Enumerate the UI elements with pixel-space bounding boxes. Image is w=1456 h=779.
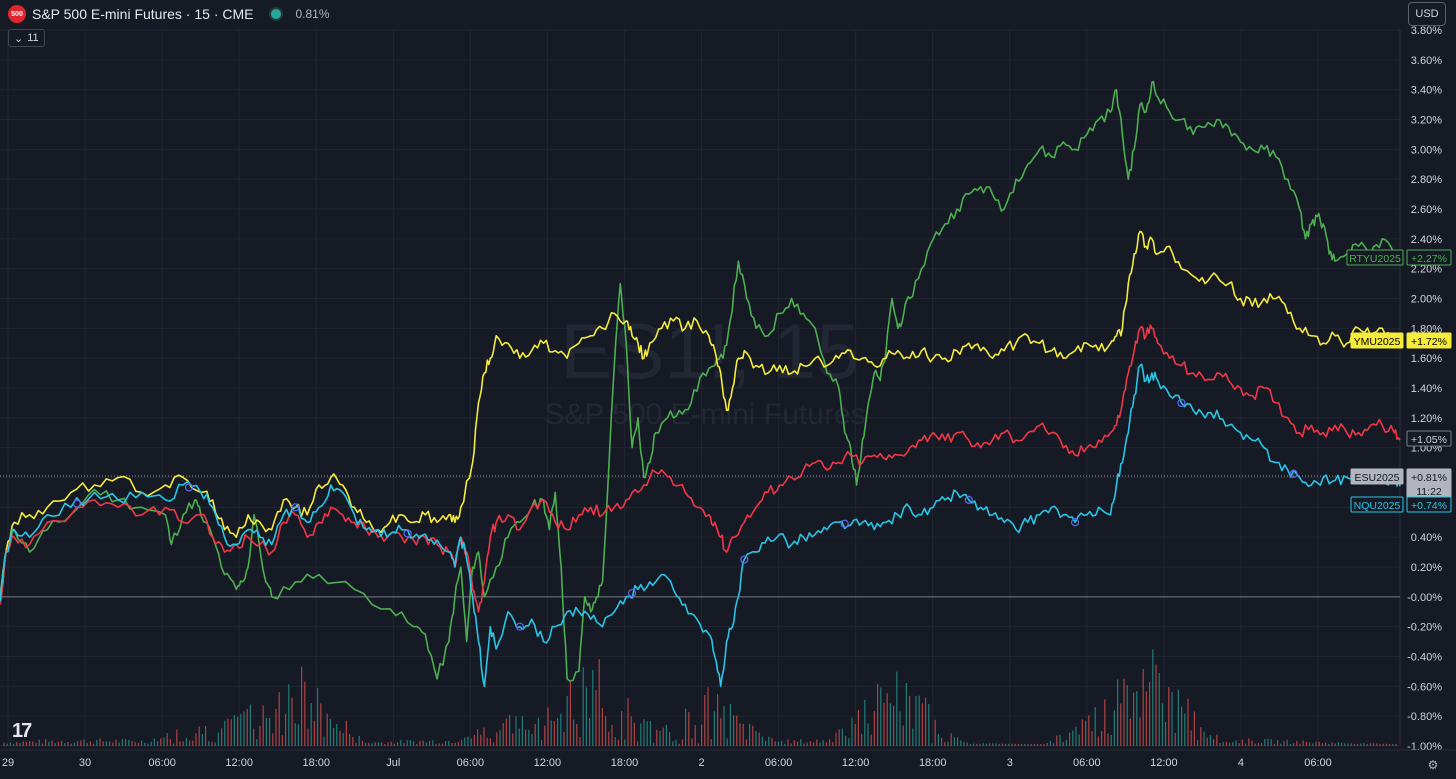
- ym-value-label-box: [1406, 332, 1452, 349]
- watermark-name: S&P 500 E-mini Futures: [544, 398, 865, 431]
- event-marker: [627, 589, 637, 598]
- event-marker: [1071, 518, 1080, 527]
- y-tick-label: 0.20%: [1411, 562, 1442, 574]
- price-name-label: ESU2025: [1350, 468, 1404, 485]
- nq-name-label-text: NQU2025: [1354, 500, 1401, 512]
- x-tick-label: 29: [2, 757, 14, 769]
- series-line-rty: [0, 80, 1401, 682]
- y-tick-label: 1.80%: [1411, 323, 1442, 335]
- price-value-label-text: +0.81%: [1411, 472, 1447, 484]
- y-tick-label: 3.40%: [1411, 85, 1442, 97]
- y-tick-label: 3.00%: [1411, 144, 1442, 156]
- indicator-collapse-button[interactable]: ⌄ 11: [8, 29, 45, 47]
- y-tick-label: 0.40%: [1411, 532, 1442, 544]
- ym-name-label-text: YMU2025: [1354, 336, 1401, 348]
- symbol-change: 0.81%: [295, 7, 330, 21]
- chart-header: 500 S&P 500 E-mini Futures · 15 · CME 0.…: [0, 0, 330, 28]
- x-tick-label: 3: [1007, 757, 1013, 769]
- indicator-count: 11: [27, 32, 39, 44]
- event-marker: [403, 529, 412, 538]
- x-tick-label: 06:00: [1304, 757, 1332, 769]
- event-marker: [184, 483, 194, 492]
- y-tick-label: -0.60%: [1407, 681, 1442, 693]
- y-tick-label: 1.40%: [1411, 383, 1442, 395]
- x-tick-label: Jul: [386, 757, 400, 769]
- series-line-es: [0, 324, 1401, 613]
- y-tick-label: 2.20%: [1411, 264, 1442, 276]
- x-tick-label: 18:00: [611, 757, 639, 769]
- y-tick-label: -0.00%: [1407, 592, 1442, 604]
- nq-value-label-text: +0.74%: [1411, 500, 1447, 512]
- y-tick-label: 2.80%: [1411, 174, 1442, 186]
- nq-value-label-box: [1406, 496, 1452, 513]
- event-marker: [1177, 398, 1186, 408]
- x-tick-label: 12:00: [534, 757, 562, 769]
- y-tick-label: 1.20%: [1411, 413, 1442, 425]
- series-line-ym: [0, 230, 1401, 605]
- es-value-label: +1.05%: [1406, 430, 1452, 447]
- y-tick-label: 2.60%: [1411, 204, 1442, 216]
- y-tick-label: -0.80%: [1407, 711, 1442, 723]
- tradingview-logo[interactable]: 17: [12, 720, 32, 742]
- chevron-down-icon: ⌄: [14, 32, 24, 45]
- price-value-label: +0.81%: [1406, 468, 1452, 485]
- price-time-label: 11:22: [1406, 482, 1452, 499]
- series-line-nq: [0, 363, 1401, 688]
- nq-name-label: NQU2025: [1350, 496, 1404, 513]
- symbol-badge[interactable]: 500: [8, 5, 26, 23]
- y-tick-label: -0.40%: [1407, 652, 1442, 664]
- rty-name-label: RTYU2025: [1346, 249, 1404, 266]
- y-tick-label: 3.80%: [1411, 25, 1442, 37]
- y-tick-label: 1.60%: [1411, 353, 1442, 365]
- event-marker: [740, 555, 749, 564]
- x-tick-label: 2: [698, 757, 704, 769]
- rty-value-label: +2.27%: [1406, 249, 1452, 266]
- y-tick-label: 2.40%: [1411, 234, 1442, 246]
- ym-name-label-box: [1350, 332, 1404, 349]
- rty-name-label-text: RTYU2025: [1349, 253, 1401, 265]
- event-marker: [72, 499, 81, 508]
- nq-name-label-box: [1350, 496, 1404, 513]
- y-tick-label: 2.00%: [1411, 294, 1442, 306]
- x-tick-label: 06:00: [148, 757, 176, 769]
- x-tick-label: 06:00: [765, 757, 793, 769]
- price-name-label-box: [1350, 468, 1404, 485]
- x-tick-label: 06:00: [1073, 757, 1101, 769]
- x-tick-label: 12:00: [842, 757, 870, 769]
- nq-value-label: +0.74%: [1406, 496, 1452, 513]
- ym-name-label: YMU2025: [1350, 332, 1404, 349]
- x-tick-label: 18:00: [919, 757, 947, 769]
- y-tick-label: 3.20%: [1411, 115, 1442, 127]
- gear-icon[interactable]: ⚙: [1427, 758, 1439, 772]
- x-tick-label: 30: [79, 757, 91, 769]
- event-marker: [515, 622, 524, 631]
- x-tick-label: 06:00: [457, 757, 485, 769]
- rty-value-label-box: [1406, 249, 1452, 266]
- y-tick-label: 3.60%: [1411, 55, 1442, 67]
- event-marker: [1289, 469, 1298, 478]
- es-value-label-text: +1.05%: [1411, 434, 1447, 446]
- market-status-icon[interactable]: [269, 7, 284, 21]
- rty-value-label-text: +2.27%: [1411, 253, 1447, 265]
- ym-value-label-text: +1.72%: [1411, 336, 1447, 348]
- ym-value-label: +1.72%: [1406, 332, 1452, 349]
- y-tick-label: -1.00%: [1407, 741, 1442, 753]
- x-tick-label: 4: [1238, 757, 1244, 769]
- y-tick-label: -0.20%: [1407, 622, 1442, 634]
- event-marker: [291, 503, 300, 512]
- es-value-label-box: [1406, 430, 1452, 447]
- event-marker: [964, 495, 973, 504]
- price-time-label-text: 11:22: [1416, 486, 1442, 498]
- x-tick-label: 12:00: [1150, 757, 1178, 769]
- price-name-label-text: ESU2025: [1355, 472, 1400, 484]
- rty-name-label-box: [1346, 249, 1404, 266]
- x-tick-label: 18:00: [302, 757, 330, 769]
- watermark-symbol: ES1!, 15: [560, 307, 859, 395]
- currency-button[interactable]: USD: [1408, 2, 1446, 26]
- x-tick-label: 12:00: [225, 757, 253, 769]
- symbol-title[interactable]: S&P 500 E-mini Futures · 15 · CME: [32, 6, 254, 22]
- event-marker: [840, 519, 849, 528]
